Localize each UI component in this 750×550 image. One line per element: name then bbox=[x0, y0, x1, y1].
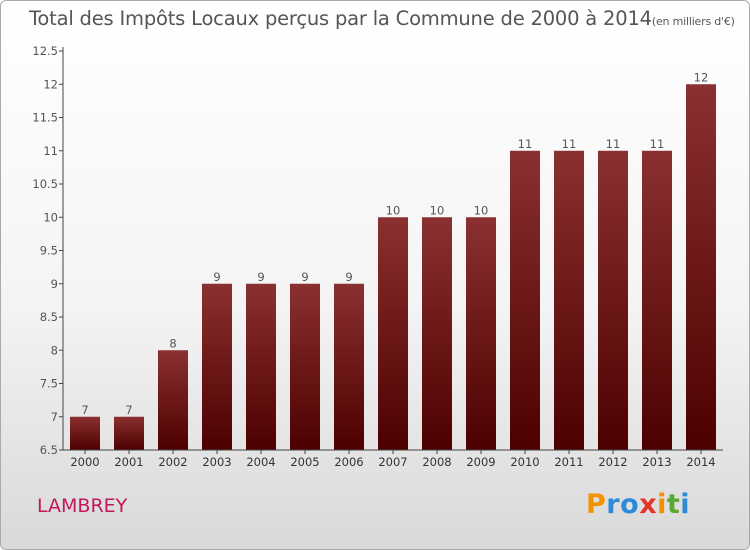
logo-letter: t bbox=[666, 489, 681, 520]
bar-value-label: 10 bbox=[386, 203, 401, 217]
x-tick-label: 2012 bbox=[598, 455, 627, 469]
chart-title: Total des Impôts Locaux perçus par la Co… bbox=[29, 7, 735, 30]
y-tick-label: 12 bbox=[43, 77, 58, 91]
bar bbox=[686, 84, 716, 450]
bar bbox=[114, 416, 144, 450]
x-tick-label: 2005 bbox=[290, 455, 319, 469]
y-tick-label: 11 bbox=[43, 144, 58, 158]
bar-value-label: 9 bbox=[257, 270, 264, 284]
bar bbox=[554, 150, 584, 450]
y-tick-label: 9.5 bbox=[40, 244, 58, 258]
bar-value-label: 10 bbox=[430, 203, 445, 217]
bar bbox=[378, 217, 408, 450]
bar-value-label: 9 bbox=[345, 270, 352, 284]
x-tick-label: 2004 bbox=[246, 455, 275, 469]
x-tick-label: 2014 bbox=[686, 455, 715, 469]
y-tick-label: 10 bbox=[43, 210, 58, 224]
bar bbox=[642, 150, 672, 450]
bar-value-label: 12 bbox=[694, 70, 709, 84]
bar bbox=[466, 217, 496, 450]
y-tick-label: 11.5 bbox=[32, 111, 58, 125]
bar-value-label: 11 bbox=[518, 137, 533, 151]
bar-value-label: 8 bbox=[169, 336, 176, 350]
y-tick-label: 8 bbox=[51, 343, 58, 357]
bar-value-label: 10 bbox=[474, 203, 489, 217]
x-tick-label: 2006 bbox=[334, 455, 363, 469]
logo-letter: P bbox=[586, 489, 607, 520]
x-tick-label: 2003 bbox=[202, 455, 231, 469]
logo-letter: r bbox=[606, 489, 621, 520]
bar-value-label: 7 bbox=[125, 403, 132, 417]
logo-letter: o bbox=[620, 489, 640, 520]
bar bbox=[70, 416, 100, 450]
y-tick-label: 9 bbox=[51, 277, 58, 291]
y-axis: 6.5 7 7.5 8 8.5 9 9.5 10 10.5 11 11.5 12 12.5 bbox=[32, 44, 64, 457]
y-tick-label: 7 bbox=[51, 410, 58, 424]
x-tick-label: 2000 bbox=[70, 455, 99, 469]
bars: 7 7 8 9 9 9 9 10 10 10 11 11 11 11 12 bbox=[70, 70, 716, 450]
bar-value-label: 9 bbox=[213, 270, 220, 284]
chart-title-unit: (en milliers d'€) bbox=[651, 15, 735, 28]
logo-letter: x bbox=[639, 489, 658, 520]
logo-letter: i bbox=[657, 489, 667, 520]
bar-value-label: 9 bbox=[301, 270, 308, 284]
proxiti-logo: Proxiti bbox=[586, 489, 690, 520]
bar-value-label: 11 bbox=[562, 137, 577, 151]
bar-value-label: 11 bbox=[650, 137, 665, 151]
commune-name: LAMBREY bbox=[37, 495, 128, 517]
bar bbox=[598, 150, 628, 450]
bar bbox=[246, 283, 276, 450]
y-tick-label: 8.5 bbox=[40, 310, 58, 324]
bar bbox=[422, 217, 452, 450]
x-axis: 2000 2001 2002 2003 2004 2005 2006 2007 2008 2009… bbox=[63, 449, 723, 469]
y-tick-label: 7.5 bbox=[40, 377, 58, 391]
bar-value-label: 7 bbox=[81, 403, 88, 417]
bar-value-label: 11 bbox=[606, 137, 621, 151]
bar bbox=[158, 350, 188, 450]
y-tick-label: 12.5 bbox=[32, 44, 58, 58]
bar bbox=[202, 283, 232, 450]
x-tick-label: 2013 bbox=[642, 455, 671, 469]
bar bbox=[510, 150, 540, 450]
bar bbox=[290, 283, 320, 450]
x-tick-label: 2009 bbox=[466, 455, 495, 469]
x-tick-label: 2010 bbox=[510, 455, 539, 469]
x-tick-label: 2002 bbox=[158, 455, 187, 469]
x-tick-label: 2007 bbox=[378, 455, 407, 469]
x-tick-label: 2011 bbox=[554, 455, 583, 469]
x-tick-label: 2008 bbox=[422, 455, 451, 469]
y-tick-label: 6.5 bbox=[40, 443, 58, 457]
bar bbox=[334, 283, 364, 450]
logo-letter: i bbox=[680, 489, 691, 520]
x-tick-label: 2001 bbox=[114, 455, 143, 469]
y-tick-label: 10.5 bbox=[32, 177, 58, 191]
